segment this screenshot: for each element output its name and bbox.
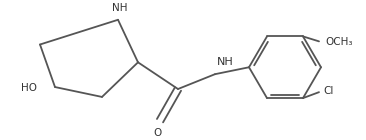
Text: Cl: Cl	[323, 86, 333, 96]
Text: NH: NH	[217, 57, 234, 67]
Text: NH: NH	[112, 3, 128, 13]
Text: O: O	[154, 128, 162, 138]
Text: HO: HO	[21, 83, 37, 93]
Text: OCH₃: OCH₃	[325, 37, 352, 47]
